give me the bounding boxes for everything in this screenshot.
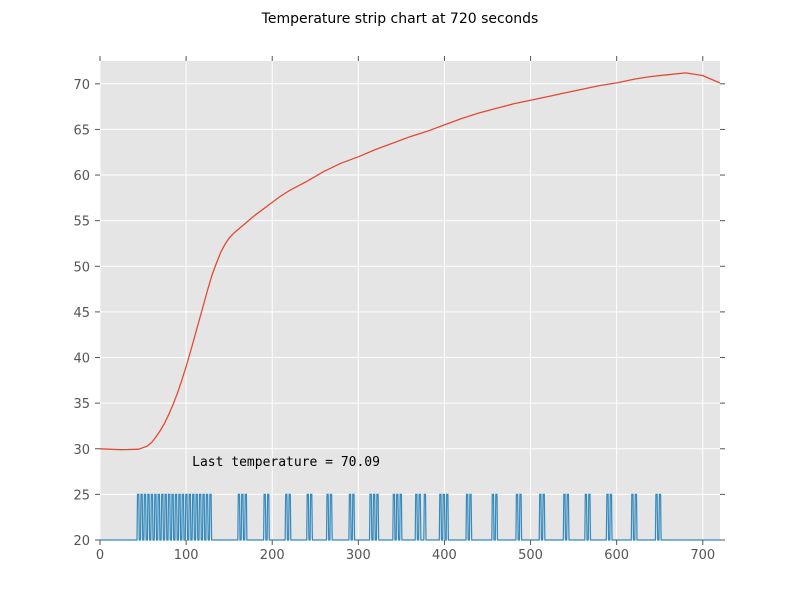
x-tick-label: 200: [260, 548, 285, 563]
y-tick-label: 50: [73, 260, 90, 275]
series-layer: [99, 72, 721, 541]
y-tick-label: 60: [73, 169, 90, 184]
heater-pulse-line: [100, 493, 720, 541]
temperature-line: [99, 72, 721, 451]
y-tick-label: 45: [73, 306, 90, 321]
y-tick-label: 40: [73, 352, 90, 367]
x-tick-label: 300: [346, 548, 371, 563]
y-tick-label: 20: [73, 534, 90, 549]
y-tick-label: 30: [73, 443, 90, 458]
x-tick-label: 100: [174, 548, 199, 563]
x-tick-label: 500: [518, 548, 543, 563]
y-tick-label: 25: [73, 488, 90, 503]
last-temperature-annotation: Last temperature = 70.09: [192, 455, 380, 470]
x-tick-label: 0: [96, 548, 104, 563]
grid-lines: [99, 61, 720, 541]
y-tick-label: 35: [73, 397, 90, 412]
y-tick-label: 65: [73, 123, 90, 138]
y-tick-label: 55: [73, 215, 90, 230]
y-tick-label: 70: [73, 78, 90, 93]
x-tick-label: 600: [604, 548, 629, 563]
axis-ticks: 0 100 200 300 400 500 600 700 20 25 30 35 40 45 50 55 60…: [73, 56, 725, 563]
chart-title: Temperature strip chart at 720 seconds: [261, 11, 539, 27]
x-tick-label: 700: [690, 548, 715, 563]
x-tick-label: 400: [432, 548, 457, 563]
